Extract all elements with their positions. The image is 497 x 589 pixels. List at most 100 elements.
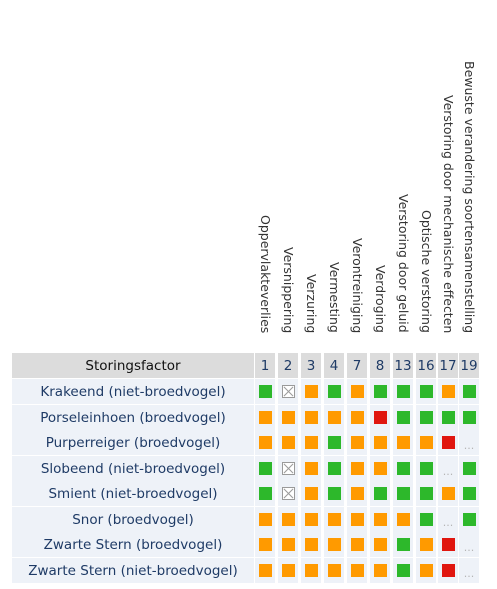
status-orange-square[interactable] xyxy=(346,481,368,506)
status-green-square[interactable] xyxy=(415,507,437,532)
status-orange-square[interactable] xyxy=(369,430,391,455)
status-orange-square[interactable] xyxy=(437,481,459,506)
not-applicable-icon[interactable] xyxy=(277,456,299,481)
column-number-19[interactable]: 19 xyxy=(459,353,479,378)
status-red-square[interactable] xyxy=(437,532,459,557)
status-orange-square[interactable] xyxy=(323,532,345,557)
no-data-indicator[interactable]: ... xyxy=(458,558,480,583)
status-orange-square[interactable] xyxy=(369,507,391,532)
status-green-square[interactable] xyxy=(323,430,345,455)
status-orange-square[interactable] xyxy=(277,558,299,583)
status-green-square[interactable] xyxy=(369,481,391,506)
no-data-indicator[interactable]: ... xyxy=(458,532,480,557)
status-green-square[interactable] xyxy=(392,481,414,506)
status-orange-square[interactable] xyxy=(415,532,437,557)
species-link[interactable]: Purperreiger (broedvogel) xyxy=(45,434,221,451)
status-green-square[interactable] xyxy=(415,456,437,481)
status-green-square[interactable] xyxy=(254,481,276,506)
column-number-3[interactable]: 3 xyxy=(301,353,321,378)
status-orange-square[interactable] xyxy=(254,507,276,532)
status-orange-square[interactable] xyxy=(300,405,322,430)
status-orange-square[interactable] xyxy=(392,430,414,455)
status-orange-square[interactable] xyxy=(415,558,437,583)
status-orange-square[interactable] xyxy=(254,405,276,430)
status-orange-square[interactable] xyxy=(346,456,368,481)
no-data-indicator[interactable]: ... xyxy=(437,507,459,532)
status-orange-square[interactable] xyxy=(346,532,368,557)
status-orange-square[interactable] xyxy=(346,405,368,430)
status-orange-square[interactable] xyxy=(300,481,322,506)
status-green-square[interactable] xyxy=(415,379,437,404)
no-data-indicator[interactable]: ... xyxy=(458,430,480,455)
status-orange-square[interactable] xyxy=(300,430,322,455)
status-red-square[interactable] xyxy=(437,558,459,583)
status-orange-square[interactable] xyxy=(346,507,368,532)
status-orange-square[interactable] xyxy=(300,379,322,404)
status-green-square[interactable] xyxy=(392,379,414,404)
column-number-4[interactable]: 4 xyxy=(324,353,344,378)
status-orange-square[interactable] xyxy=(369,456,391,481)
no-data-indicator[interactable]: ... xyxy=(437,456,459,481)
species-link[interactable]: Porseleinhoen (broedvogel) xyxy=(40,409,226,426)
status-orange-square[interactable] xyxy=(369,558,391,583)
status-orange-square[interactable] xyxy=(254,532,276,557)
status-orange-square[interactable] xyxy=(323,507,345,532)
status-green-square[interactable] xyxy=(458,456,480,481)
column-number-8[interactable]: 8 xyxy=(370,353,390,378)
status-green-square[interactable] xyxy=(437,405,459,430)
species-link[interactable]: Zwarte Stern (niet-broedvogel) xyxy=(28,562,238,579)
status-green-square[interactable] xyxy=(369,379,391,404)
species-link[interactable]: Slobeend (niet-broedvogel) xyxy=(40,460,226,477)
status-green-square[interactable] xyxy=(458,507,480,532)
status-orange-square[interactable] xyxy=(323,405,345,430)
status-green-square[interactable] xyxy=(323,379,345,404)
species-link[interactable]: Smient (niet-broedvogel) xyxy=(48,485,218,502)
status-orange-square[interactable] xyxy=(277,405,299,430)
status-orange-square[interactable] xyxy=(277,430,299,455)
species-link[interactable]: Zwarte Stern (broedvogel) xyxy=(43,536,223,553)
species-link[interactable]: Snor (broedvogel) xyxy=(72,511,194,528)
column-number-17[interactable]: 17 xyxy=(438,353,458,378)
status-orange-square[interactable] xyxy=(369,532,391,557)
status-orange-square[interactable] xyxy=(346,430,368,455)
status-green-square[interactable] xyxy=(392,456,414,481)
column-number-1[interactable]: 1 xyxy=(255,353,275,378)
status-orange-square[interactable] xyxy=(392,507,414,532)
status-orange-square[interactable] xyxy=(346,558,368,583)
species-link[interactable]: Krakeend (niet-broedvogel) xyxy=(40,383,226,400)
status-orange-square[interactable] xyxy=(277,507,299,532)
status-orange-square[interactable] xyxy=(346,379,368,404)
status-orange-square[interactable] xyxy=(300,558,322,583)
status-green-square[interactable] xyxy=(392,405,414,430)
status-orange-square[interactable] xyxy=(437,379,459,404)
status-green-square[interactable] xyxy=(458,405,480,430)
status-green-square[interactable] xyxy=(392,558,414,583)
status-red-square[interactable] xyxy=(369,405,391,430)
status-green-square[interactable] xyxy=(254,456,276,481)
status-green-square[interactable] xyxy=(254,379,276,404)
cell-background xyxy=(438,507,458,532)
column-number-2[interactable]: 2 xyxy=(278,353,298,378)
status-orange-square[interactable] xyxy=(300,507,322,532)
status-green-square[interactable] xyxy=(458,481,480,506)
status-green-square[interactable] xyxy=(323,456,345,481)
factor-header-13: Verstoring door geluid xyxy=(396,194,411,333)
status-orange-square[interactable] xyxy=(254,430,276,455)
not-applicable-icon[interactable] xyxy=(277,481,299,506)
status-green-square[interactable] xyxy=(458,379,480,404)
status-orange-square[interactable] xyxy=(300,532,322,557)
column-number-16[interactable]: 16 xyxy=(416,353,436,378)
status-orange-square[interactable] xyxy=(323,558,345,583)
status-orange-square[interactable] xyxy=(254,558,276,583)
status-green-square[interactable] xyxy=(415,481,437,506)
status-orange-square[interactable] xyxy=(300,456,322,481)
status-orange-square[interactable] xyxy=(415,430,437,455)
column-number-13[interactable]: 13 xyxy=(393,353,413,378)
status-red-square[interactable] xyxy=(437,430,459,455)
status-green-square[interactable] xyxy=(323,481,345,506)
status-orange-square[interactable] xyxy=(277,532,299,557)
column-number-7[interactable]: 7 xyxy=(347,353,367,378)
not-applicable-icon[interactable] xyxy=(277,379,299,404)
status-green-square[interactable] xyxy=(392,532,414,557)
status-green-square[interactable] xyxy=(415,405,437,430)
